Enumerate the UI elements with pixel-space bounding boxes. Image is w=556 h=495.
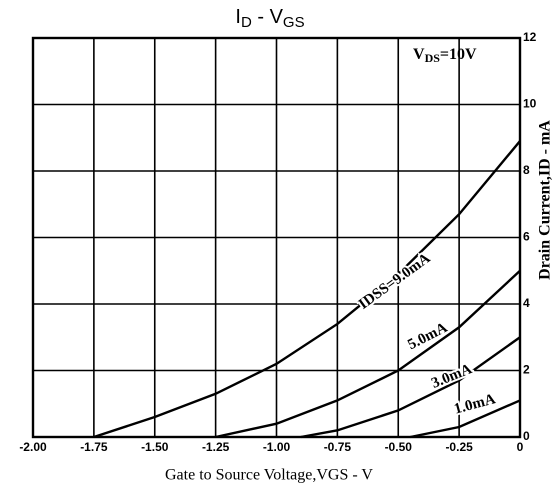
x-tick-label: -1.00 bbox=[263, 440, 291, 454]
annotation: VDS=10V bbox=[413, 46, 477, 65]
x-tick-label: -2.00 bbox=[19, 440, 47, 454]
y-tick-label: 10 bbox=[523, 97, 537, 111]
x-tick-label: -1.50 bbox=[141, 440, 169, 454]
y-tick-label: 8 bbox=[523, 163, 530, 177]
y-tick-label: 12 bbox=[523, 30, 537, 44]
chart-title: ID - VGS bbox=[235, 6, 304, 31]
curve bbox=[300, 336, 521, 439]
x-tick-label: -0.50 bbox=[385, 440, 413, 454]
title-part: - bbox=[252, 6, 270, 28]
annotation-part: V bbox=[413, 46, 425, 63]
curve bbox=[410, 399, 521, 439]
plot-border bbox=[31, 36, 522, 439]
title-part: I bbox=[235, 6, 241, 28]
x-tick-label: -1.25 bbox=[202, 440, 230, 454]
annotation-part: DS bbox=[425, 51, 441, 65]
y-tick-label: 6 bbox=[523, 230, 530, 244]
title-part: D bbox=[241, 14, 252, 31]
annotation-box bbox=[408, 42, 516, 68]
y-tick-label: 0 bbox=[523, 429, 530, 443]
y-tick-label: 2 bbox=[523, 363, 530, 377]
y-tick-label: 4 bbox=[523, 296, 530, 310]
y-axis-label: Drain Current,ID - mA bbox=[537, 120, 554, 280]
curve bbox=[93, 140, 521, 439]
series-label: 3.0mA bbox=[429, 361, 474, 392]
x-tick-label: -1.75 bbox=[80, 440, 108, 454]
curve bbox=[215, 269, 521, 439]
x-tick-label: -0.25 bbox=[445, 440, 473, 454]
x-axis-label: Gate to Source Voltage,VGS - V bbox=[165, 467, 373, 484]
title-part: V bbox=[270, 6, 284, 28]
title-part: GS bbox=[283, 14, 305, 31]
x-tick-label: 0 bbox=[517, 440, 524, 454]
x-tick-label: -0.75 bbox=[324, 440, 352, 454]
